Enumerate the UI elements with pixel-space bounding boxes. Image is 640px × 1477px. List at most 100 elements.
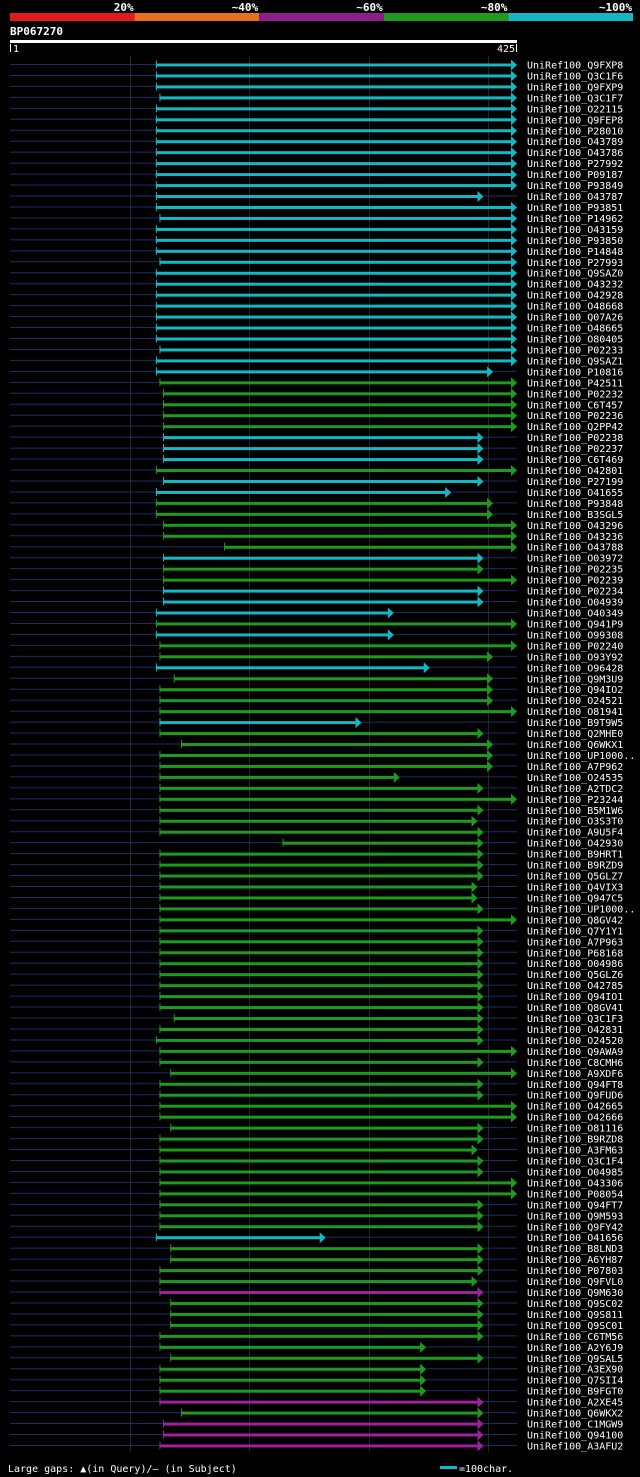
alignment-label[interactable]: UniRef100_C6T469 xyxy=(527,455,623,466)
alignment-row[interactable]: UniRef100_Q94IO1 xyxy=(10,991,623,1003)
alignment-label[interactable]: UniRef100_Q6WKX2 xyxy=(527,1409,623,1420)
alignment-label[interactable]: UniRef100_P42511 xyxy=(527,378,623,389)
alignment-label[interactable]: UniRef100_O99308 xyxy=(527,630,623,641)
alignment-label[interactable]: UniRef100_B9HRT1 xyxy=(527,850,623,861)
alignment-row[interactable]: UniRef100_P02236 xyxy=(10,410,623,422)
alignment-row[interactable]: UniRef100_Q3C1F4 xyxy=(10,1155,623,1168)
alignment-label[interactable]: UniRef100_Q3C1F7 xyxy=(527,93,623,104)
alignment-label[interactable]: UniRef100_P23244 xyxy=(527,795,623,806)
alignment-label[interactable]: UniRef100_P93850 xyxy=(527,236,623,247)
alignment-row[interactable]: UniRef100_O43788 xyxy=(10,541,623,554)
alignment-row[interactable]: UniRef100_Q94FT8 xyxy=(10,1078,623,1091)
alignment-label[interactable]: UniRef100_P02239 xyxy=(527,576,623,587)
alignment-row[interactable]: UniRef100_P23244 xyxy=(10,793,623,806)
alignment-label[interactable]: UniRef100_O43159 xyxy=(527,225,623,236)
alignment-row[interactable]: UniRef100_A9U5F4 xyxy=(10,826,623,839)
alignment-row[interactable]: UniRef100_O42665 xyxy=(10,1100,623,1113)
alignment-label[interactable]: UniRef100_Q3C1F4 xyxy=(527,1157,623,1168)
alignment-row[interactable]: UniRef100_Q9SC01 xyxy=(10,1319,623,1332)
alignment-label[interactable]: UniRef100_O42831 xyxy=(527,1025,623,1036)
alignment-label[interactable]: UniRef100_Q94100 xyxy=(527,1431,623,1442)
alignment-label[interactable]: UniRef100_C6T457 xyxy=(527,400,623,411)
alignment-label[interactable]: UniRef100_Q5GLZ6 xyxy=(527,970,623,981)
alignment-label[interactable]: UniRef100_Q941P9 xyxy=(527,619,623,630)
alignment-row[interactable]: UniRef100_B9FGT0 xyxy=(10,1385,623,1398)
alignment-label[interactable]: UniRef100_UP1000.. xyxy=(527,751,635,762)
alignment-row[interactable]: UniRef100_P42511 xyxy=(10,377,623,389)
alignment-row[interactable]: UniRef100_P02235 xyxy=(10,563,623,576)
alignment-row[interactable]: UniRef100_O43787 xyxy=(10,191,623,203)
alignment-row[interactable]: UniRef100_P68168 xyxy=(10,947,623,959)
alignment-row[interactable]: UniRef100_O96428 xyxy=(10,662,623,674)
alignment-row[interactable]: UniRef100_Q7SII4 xyxy=(10,1374,623,1387)
alignment-row[interactable]: UniRef100_Q9SAZ1 xyxy=(10,355,623,367)
alignment-label[interactable]: UniRef100_Q2PP42 xyxy=(527,422,623,433)
alignment-row[interactable]: UniRef100_Q6WKX2 xyxy=(10,1407,623,1420)
alignment-row[interactable]: UniRef100_O24535 xyxy=(10,771,623,784)
alignment-row[interactable]: UniRef100_P02234 xyxy=(10,585,623,598)
alignment-label[interactable]: UniRef100_P27199 xyxy=(527,477,623,488)
alignment-row[interactable]: UniRef100_Q7Y1Y1 xyxy=(10,925,623,937)
alignment-label[interactable]: UniRef100_A3FM63 xyxy=(527,1146,623,1157)
alignment-label[interactable]: UniRef100_O43788 xyxy=(527,543,623,554)
alignment-row[interactable]: UniRef100_A9XDF6 xyxy=(10,1067,623,1080)
alignment-row[interactable]: UniRef100_A3AFU2 xyxy=(10,1440,623,1452)
alignment-label[interactable]: UniRef100_P27992 xyxy=(527,159,623,170)
alignment-label[interactable]: UniRef100_O42666 xyxy=(527,1113,623,1124)
alignment-row[interactable]: UniRef100_UP1000.. xyxy=(10,749,635,762)
alignment-label[interactable]: UniRef100_Q9M3U9 xyxy=(527,674,623,685)
alignment-label[interactable]: UniRef100_Q947C5 xyxy=(527,893,623,904)
alignment-label[interactable]: UniRef100_Q94FT8 xyxy=(527,1080,623,1091)
alignment-row[interactable]: UniRef100_A7P962 xyxy=(10,760,623,773)
alignment-row[interactable]: UniRef100_O81941 xyxy=(10,706,623,718)
alignment-row[interactable]: UniRef100_P14848 xyxy=(10,245,623,258)
alignment-label[interactable]: UniRef100_Q8GV41 xyxy=(527,1003,623,1014)
alignment-row[interactable]: UniRef100_Q4VIX3 xyxy=(10,881,623,894)
alignment-row[interactable]: UniRef100_P28010 xyxy=(10,125,623,137)
alignment-row[interactable]: UniRef100_P27199 xyxy=(10,475,623,488)
alignment-label[interactable]: UniRef100_P09187 xyxy=(527,170,623,181)
alignment-label[interactable]: UniRef100_Q9FVL0 xyxy=(527,1277,623,1288)
alignment-label[interactable]: UniRef100_O40349 xyxy=(527,609,623,620)
alignment-label[interactable]: UniRef100_O43232 xyxy=(527,280,623,291)
alignment-label[interactable]: UniRef100_O41656 xyxy=(527,1233,623,1244)
alignment-label[interactable]: UniRef100_P14848 xyxy=(527,247,623,258)
alignment-row[interactable]: UniRef100_P02239 xyxy=(10,574,623,587)
alignment-row[interactable]: UniRef100_Q9M630 xyxy=(10,1287,623,1299)
alignment-row[interactable]: UniRef100_P27993 xyxy=(10,256,623,269)
alignment-row[interactable]: UniRef100_P93851 xyxy=(10,201,623,214)
alignment-label[interactable]: UniRef100_A3AFU2 xyxy=(527,1441,623,1452)
alignment-label[interactable]: UniRef100_Q2MHE0 xyxy=(527,729,623,740)
alignment-row[interactable]: UniRef100_Q07A26 xyxy=(10,311,623,324)
alignment-label[interactable]: UniRef100_C6TM56 xyxy=(527,1332,623,1343)
alignment-row[interactable]: UniRef100_Q9FXP9 xyxy=(10,81,623,93)
alignment-row[interactable]: UniRef100_O43306 xyxy=(10,1177,623,1189)
alignment-label[interactable]: UniRef100_Q3C1F6 xyxy=(527,71,623,82)
alignment-row[interactable]: UniRef100_O80405 xyxy=(10,333,623,346)
alignment-row[interactable]: UniRef100_O43232 xyxy=(10,278,623,291)
alignment-row[interactable]: UniRef100_Q2MHE0 xyxy=(10,728,623,740)
alignment-label[interactable]: UniRef100_O04986 xyxy=(527,959,623,970)
alignment-label[interactable]: UniRef100_A2TDC2 xyxy=(527,784,623,795)
alignment-label[interactable]: UniRef100_Q5GLZ7 xyxy=(527,872,623,883)
alignment-row[interactable]: UniRef100_C6T469 xyxy=(10,454,623,466)
alignment-label[interactable]: UniRef100_A9U5F4 xyxy=(527,828,623,839)
alignment-label[interactable]: UniRef100_O24520 xyxy=(527,1036,623,1047)
alignment-row[interactable]: UniRef100_A2TDC2 xyxy=(10,782,623,795)
alignment-row[interactable]: UniRef100_Q94FT7 xyxy=(10,1199,623,1211)
alignment-label[interactable]: UniRef100_O42930 xyxy=(527,839,623,850)
alignment-label[interactable]: UniRef100_Q94IO2 xyxy=(527,685,623,696)
alignment-row[interactable]: UniRef100_B5M1W6 xyxy=(10,804,623,817)
alignment-row[interactable]: UniRef100_O41655 xyxy=(10,486,623,499)
alignment-label[interactable]: UniRef100_B5M1W6 xyxy=(527,806,623,817)
alignment-row[interactable]: UniRef100_P02232 xyxy=(10,388,623,400)
alignment-label[interactable]: UniRef100_B9RZD9 xyxy=(527,861,623,872)
alignment-label[interactable]: UniRef100_Q9S811 xyxy=(527,1310,623,1321)
alignment-row[interactable]: UniRef100_A2XE45 xyxy=(10,1396,623,1409)
alignment-label[interactable]: UniRef100_P28010 xyxy=(527,126,623,137)
alignment-label[interactable]: UniRef100_Q94FT7 xyxy=(527,1200,623,1211)
alignment-label[interactable]: UniRef100_P02234 xyxy=(527,587,623,598)
alignment-row[interactable]: UniRef100_B9RZD8 xyxy=(10,1133,623,1146)
alignment-label[interactable]: UniRef100_B9FGT0 xyxy=(527,1387,623,1398)
alignment-row[interactable]: UniRef100_Q9FXP8 xyxy=(10,59,623,72)
